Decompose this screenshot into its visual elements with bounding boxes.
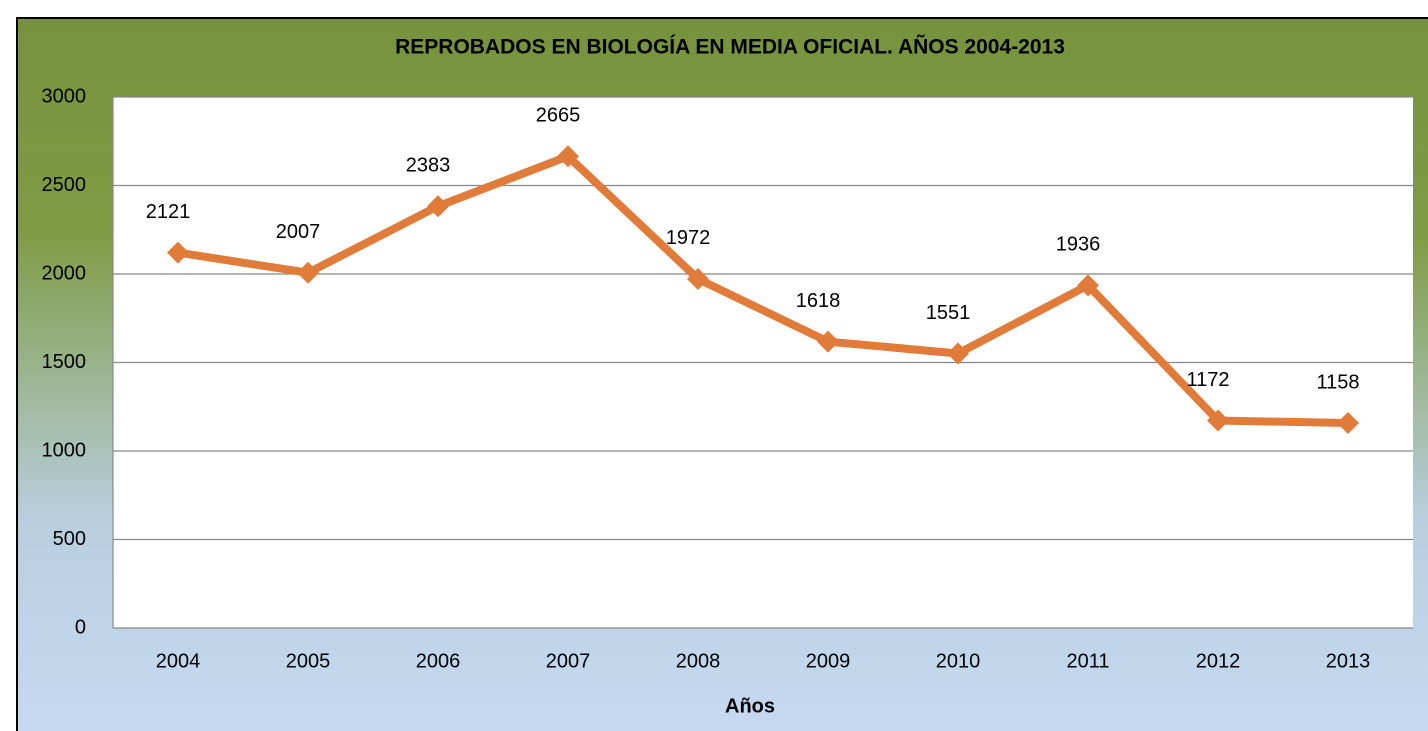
x-tick-label: 2012 [1196, 650, 1241, 672]
series-line [177, 152, 1349, 428]
x-tick-label: 2004 [156, 650, 201, 672]
data-label: 2665 [536, 105, 581, 127]
data-label: 1618 [796, 290, 841, 312]
marker [427, 195, 449, 218]
y-tick-label: 1500 [42, 351, 87, 373]
x-tick-label: 2007 [546, 650, 591, 672]
data-label: 2007 [276, 221, 321, 243]
data-label: 1172 [1186, 369, 1229, 391]
x-tick-label: 2011 [1066, 650, 1109, 672]
data-label: 1158 [1316, 371, 1359, 393]
marker [297, 261, 319, 284]
y-tick-label: 0 [75, 616, 86, 638]
x-tick-label: 2009 [806, 650, 851, 672]
marker [1077, 274, 1099, 297]
chart-title: REPROBADOS EN BIOLOGÍA EN MEDIA OFICIAL.… [395, 36, 1065, 59]
x-tick-label: 2008 [676, 650, 721, 672]
y-tick-label: 3000 [42, 85, 87, 107]
marker [687, 267, 709, 290]
marker [947, 342, 969, 365]
x-tick-label: 2006 [416, 650, 461, 672]
y-tick-label: 2000 [42, 262, 87, 284]
data-label: 2121 [146, 201, 191, 223]
y-tick-label: 500 [53, 528, 86, 550]
marker [1207, 409, 1229, 432]
y-tick-label: 2500 [42, 174, 87, 196]
marker [167, 241, 189, 264]
data-label: 2383 [406, 154, 451, 176]
marker [1337, 412, 1359, 435]
marker [557, 145, 579, 168]
x-tick-label: 2013 [1326, 650, 1371, 672]
marker [817, 330, 839, 353]
y-tick-label: 1000 [42, 439, 87, 461]
data-label: 1972 [666, 227, 711, 249]
x-axis-label: Años [725, 695, 775, 717]
data-label: 1551 [926, 302, 971, 324]
x-tick-label: 2010 [936, 650, 981, 672]
x-tick-label: 2005 [286, 650, 331, 672]
data-label: 1936 [1056, 234, 1101, 256]
